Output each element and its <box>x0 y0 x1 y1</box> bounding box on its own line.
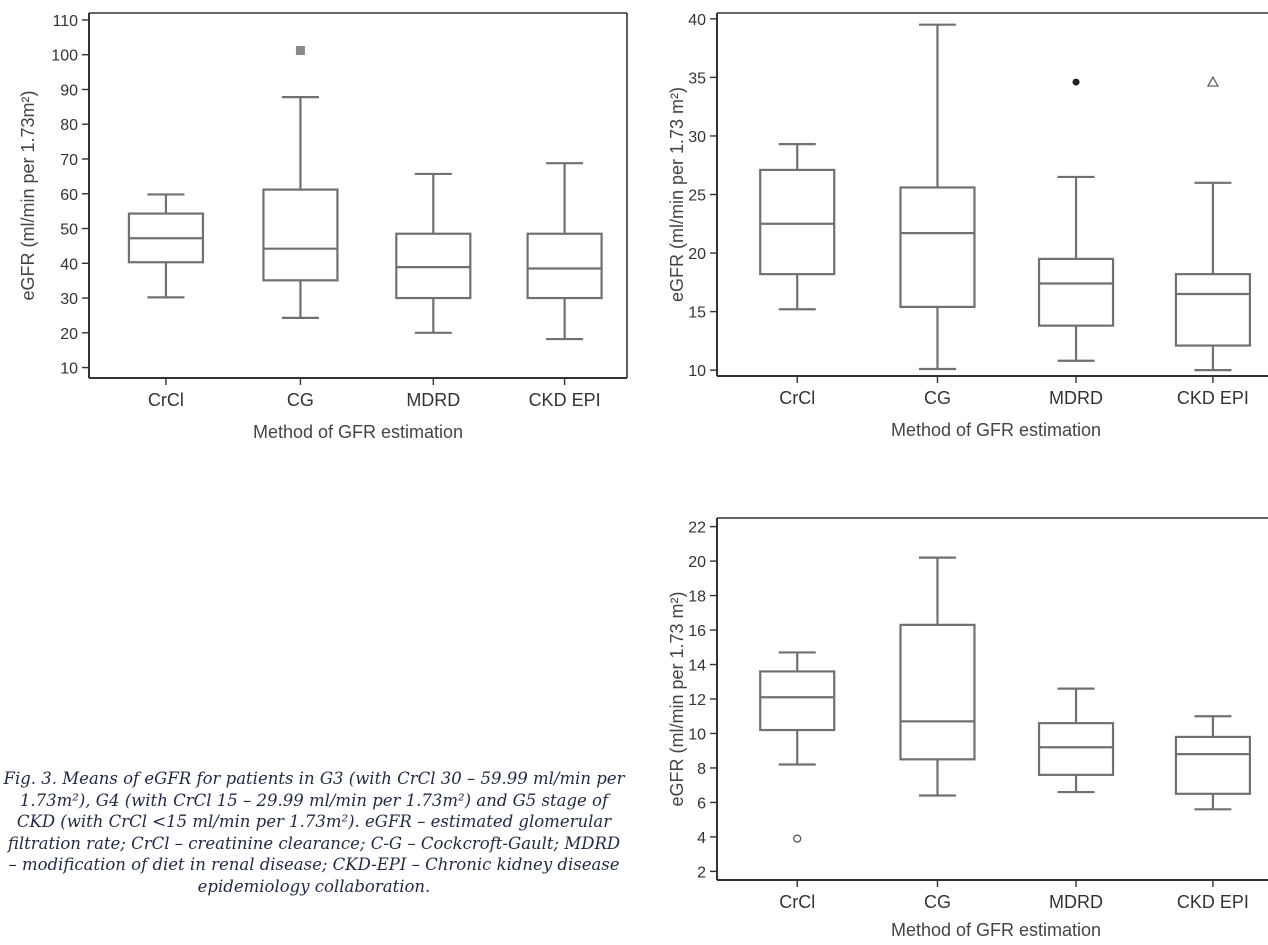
y-tick-label: 60 <box>60 187 78 204</box>
y-tick-label: 40 <box>688 12 706 29</box>
outlier-point <box>1206 75 1219 87</box>
y-tick-label: 4 <box>697 830 706 847</box>
y-tick-label: 6 <box>697 795 706 812</box>
x-axis-title: Method of GFR estimation <box>253 422 463 442</box>
x-tick-label: MDRD <box>1049 892 1103 912</box>
y-tick-label: 10 <box>60 361 78 378</box>
y-tick-label: 50 <box>60 222 78 239</box>
y-tick-label: 8 <box>697 761 706 778</box>
box-iqr <box>899 623 976 761</box>
y-tick-label: 14 <box>688 658 706 675</box>
y-tick-label: 10 <box>688 363 706 380</box>
y-tick-label: 70 <box>60 152 78 169</box>
box-iqr <box>759 168 836 276</box>
y-tick-label: 30 <box>60 291 78 308</box>
outlier-point <box>295 46 305 56</box>
figure-caption: Fig. 3. Means of eGFR for patients in G3… <box>3 769 625 896</box>
box-iqr <box>395 232 472 300</box>
outlier-point <box>1072 78 1080 86</box>
y-tick-label: 12 <box>688 692 706 709</box>
x-axis-title: Method of GFR estimation <box>891 420 1101 440</box>
x-tick-label: CKD EPI <box>1177 388 1249 408</box>
y-tick-label: 110 <box>52 13 78 30</box>
y-tick-label: 20 <box>60 326 78 343</box>
box-iqr <box>262 188 339 282</box>
chart-g3: 10 20 30 40 50 60 70 80 90 100 110 CrCl CG MDRD CKD EP… <box>18 12 628 442</box>
x-tick-label: CKD EPI <box>1177 892 1249 912</box>
y-tick-label: 2 <box>697 864 706 881</box>
x-axis-title: Method of GFR estimation <box>891 920 1101 940</box>
outlier-point <box>793 834 802 843</box>
y-tick-label: 20 <box>688 246 706 263</box>
y-axis-title: eGFR (ml/min per 1.73 m²) <box>667 591 687 806</box>
box-iqr <box>1174 735 1252 795</box>
box-iqr <box>759 670 836 732</box>
y-tick-label: 20 <box>688 554 706 571</box>
box-iqr <box>1037 722 1115 776</box>
y-tick-label: 100 <box>51 48 78 65</box>
y-tick-label: 35 <box>688 70 706 87</box>
y-tick-label: 30 <box>688 129 706 146</box>
chart-g4: 10 15 20 25 30 35 40 CrCl CG MDRD CKD EPI Method of… <box>667 12 1268 440</box>
y-tick-label: 80 <box>60 117 78 134</box>
y-tick-label: 10 <box>688 726 706 743</box>
x-tick-label: CKD EPI <box>529 390 601 410</box>
x-tick-label: CG <box>287 390 314 410</box>
x-tick-label: MDRD <box>1049 388 1103 408</box>
x-tick-label: CrCl <box>779 892 815 912</box>
box-iqr <box>899 186 976 309</box>
x-tick-label: CrCl <box>148 390 184 410</box>
box-iqr <box>1037 257 1115 327</box>
x-tick-label: CG <box>924 892 951 912</box>
y-tick-label: 15 <box>688 305 706 322</box>
y-tick-label: 90 <box>60 82 78 99</box>
chart-g5: 2 4 6 8 10 12 14 16 18 20 22 CrCl CG MDRD CKD EPI Metho… <box>667 517 1268 940</box>
y-axis-title: eGFR (ml/min per 1.73 m²) <box>667 87 687 302</box>
box-iqr <box>526 232 603 300</box>
y-tick-label: 25 <box>688 188 706 205</box>
y-tick-label: 40 <box>60 256 78 273</box>
box-iqr <box>1174 273 1252 347</box>
y-tick-label: 18 <box>688 589 706 606</box>
y-tick-label: 22 <box>688 520 706 537</box>
y-axis-title: eGFR (ml/min per 1.73m²) <box>18 90 38 300</box>
y-tick-label: 16 <box>688 623 706 640</box>
x-tick-label: MDRD <box>406 390 460 410</box>
x-tick-label: CG <box>924 388 951 408</box>
x-tick-label: CrCl <box>779 388 815 408</box>
